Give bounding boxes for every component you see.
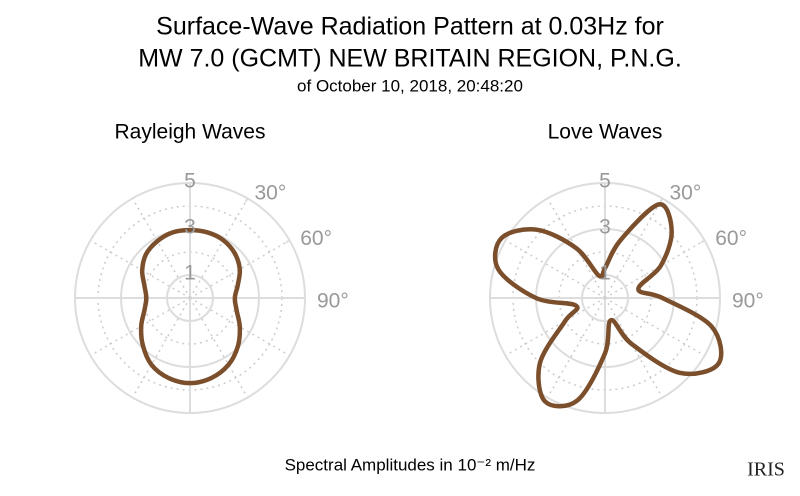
theta-tick [700,239,706,244]
theta-tick [244,197,249,203]
theta-tick [285,239,291,244]
spoke [505,297,606,357]
r-tick-label: 1 [599,262,611,285]
r-tick-label: 5 [184,170,196,193]
spoke [604,198,664,299]
spoke [189,297,249,398]
spoke [546,297,606,398]
chart-title: MW 7.0 (GCMT) NEW BRITAIN REGION, P.N.G. [138,45,682,73]
grid-circle [166,274,214,322]
r-tick-label: 3 [184,216,196,239]
r-tick-label: 5 [599,170,611,193]
radiation-pattern [492,202,724,409]
theta-tick-label: 30° [670,181,702,204]
subplot-title: Rayleigh Waves [115,121,266,144]
spoke [546,198,606,299]
chart-title: Surface-Wave Radiation Pattern at 0.03Hz… [156,13,664,41]
spoke [131,297,191,398]
theta-tick-label: 30° [255,181,287,204]
theta-tick [659,197,664,203]
subplot-title: Love Waves [548,121,663,144]
theta-tick-label: 90° [317,290,349,313]
spoke [189,239,290,299]
theta-tick-label: 90° [732,290,764,313]
grid-circle [581,274,629,322]
logo: IRIS [747,459,785,481]
radiation-pattern [138,227,243,386]
spoke [90,239,191,299]
spoke [90,297,191,357]
theta-tick-label: 60° [300,227,332,250]
r-tick-label: 1 [184,262,196,285]
spoke [189,198,249,299]
spoke [604,239,705,299]
chart-subtitle: of October 10, 2018, 20:48:20 [297,76,523,95]
axis-label: Spectral Amplitudes in 10⁻² m/Hz [285,455,536,474]
spoke [189,297,290,357]
spoke [604,297,705,357]
spoke [505,239,606,299]
spoke [131,198,191,299]
theta-tick-label: 60° [715,227,747,250]
r-tick-label: 3 [599,216,611,239]
spoke [604,297,664,398]
